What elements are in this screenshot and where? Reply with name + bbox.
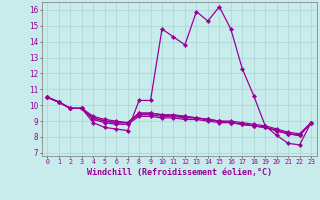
X-axis label: Windchill (Refroidissement éolien,°C): Windchill (Refroidissement éolien,°C) (87, 168, 272, 177)
